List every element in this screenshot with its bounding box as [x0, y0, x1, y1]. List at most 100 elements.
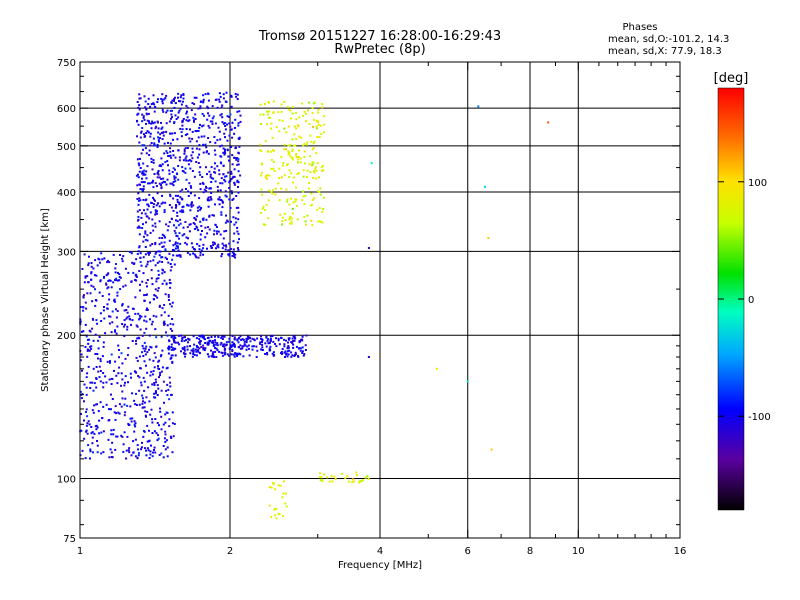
data-point	[351, 481, 354, 484]
data-point	[185, 339, 188, 342]
data-point	[141, 172, 144, 175]
data-point	[160, 370, 163, 373]
data-point	[170, 217, 173, 220]
data-point	[301, 199, 304, 202]
data-point	[299, 157, 302, 160]
data-point	[315, 177, 318, 180]
data-point	[208, 187, 211, 190]
data-point	[162, 180, 165, 183]
data-point	[137, 123, 140, 126]
data-point	[165, 282, 168, 285]
data-point	[274, 187, 277, 190]
data-point	[127, 424, 130, 426]
data-point	[161, 100, 164, 103]
data-point	[307, 101, 310, 104]
data-point	[148, 400, 151, 403]
data-point	[219, 343, 222, 346]
data-point	[256, 349, 259, 352]
data-point	[178, 159, 181, 162]
data-point	[153, 142, 156, 145]
data-point	[138, 376, 141, 379]
data-point	[195, 215, 198, 218]
data-point	[174, 168, 176, 171]
data-point	[180, 340, 183, 343]
data-point	[163, 401, 165, 404]
data-point	[280, 176, 283, 179]
data-point	[294, 112, 297, 115]
data-point	[147, 386, 150, 389]
data-point	[293, 339, 296, 342]
data-point	[197, 350, 200, 353]
data-point	[283, 343, 286, 346]
data-point	[163, 211, 166, 214]
data-point	[148, 149, 151, 152]
data-point	[272, 167, 275, 170]
data-point	[251, 337, 254, 340]
data-point	[168, 239, 171, 242]
data-point	[139, 199, 142, 202]
data-point	[146, 424, 149, 427]
data-point	[162, 110, 165, 113]
data-point	[160, 428, 163, 431]
data-point	[116, 310, 119, 312]
data-point	[294, 144, 297, 147]
data-point	[311, 148, 314, 151]
data-point	[141, 397, 144, 400]
data-point	[99, 380, 102, 383]
data-point	[146, 440, 149, 443]
data-point	[275, 517, 278, 520]
data-point	[161, 194, 163, 197]
data-point	[283, 143, 286, 146]
data-point	[302, 144, 305, 147]
data-point	[477, 105, 480, 108]
data-point	[146, 263, 149, 266]
data-point	[299, 340, 302, 343]
data-point	[190, 186, 193, 189]
data-point	[84, 301, 87, 304]
data-point	[169, 357, 172, 360]
data-point	[136, 444, 139, 447]
data-point	[89, 457, 91, 460]
data-point	[114, 329, 116, 332]
data-point	[94, 259, 97, 262]
data-point	[195, 337, 198, 340]
data-point	[282, 162, 285, 165]
data-point	[198, 153, 201, 156]
data-point	[290, 355, 293, 358]
data-point	[227, 171, 230, 174]
data-point	[237, 341, 240, 344]
data-point	[190, 349, 193, 352]
data-point	[147, 103, 150, 105]
data-point	[271, 149, 274, 152]
data-point	[202, 243, 205, 246]
data-point	[204, 347, 207, 350]
data-point	[144, 100, 147, 103]
data-point	[205, 187, 208, 189]
data-point	[157, 131, 160, 134]
data-point	[172, 323, 175, 326]
data-point	[184, 352, 187, 355]
y-tick-label: 600	[57, 104, 76, 115]
data-point	[212, 344, 215, 347]
data-point	[165, 223, 168, 226]
data-point	[320, 133, 323, 136]
data-point	[174, 102, 177, 104]
x-tick-label: 10	[572, 546, 585, 557]
data-point	[209, 141, 212, 144]
data-point	[190, 205, 193, 208]
data-point	[151, 218, 154, 221]
data-point	[176, 198, 179, 201]
data-point	[220, 211, 223, 214]
data-point	[172, 435, 175, 438]
data-point	[212, 343, 215, 346]
data-point	[174, 96, 176, 99]
data-point	[272, 351, 275, 354]
data-point	[145, 122, 147, 125]
data-point	[186, 345, 189, 348]
data-point	[294, 354, 297, 356]
data-point	[198, 144, 201, 147]
data-point	[108, 322, 111, 325]
data-point	[313, 101, 316, 104]
data-point	[160, 256, 163, 259]
data-point	[91, 300, 94, 303]
